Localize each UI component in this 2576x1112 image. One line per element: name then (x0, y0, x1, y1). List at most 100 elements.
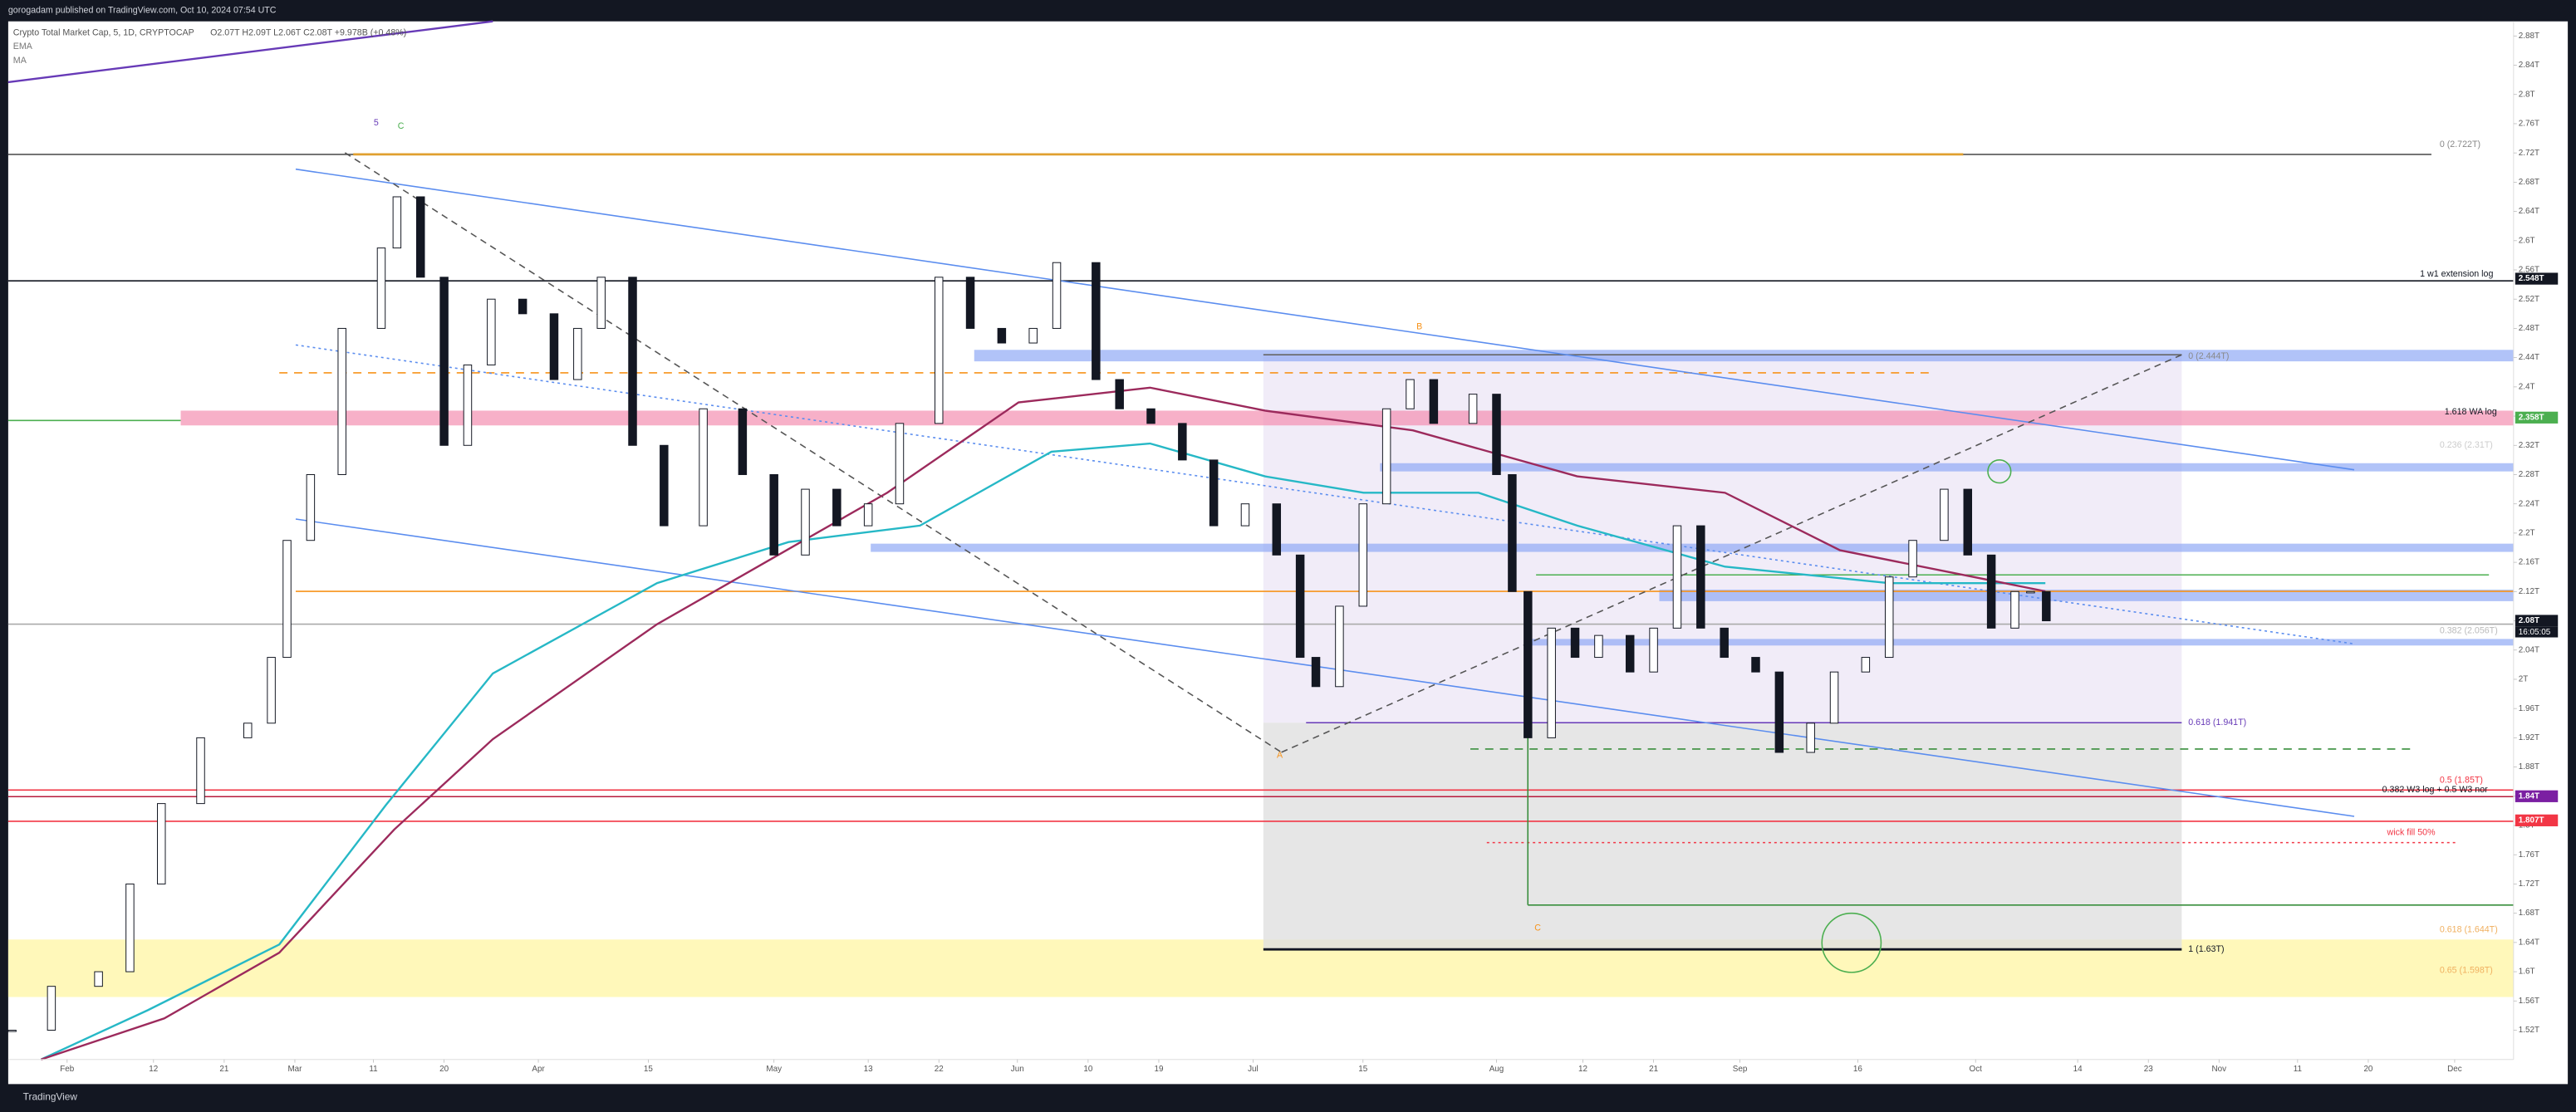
wave-label: 5 (374, 118, 379, 128)
candle (1547, 627, 1556, 738)
x-tick-label: Dec (2447, 1065, 2462, 1074)
price-label: 1.84T (2519, 791, 2539, 801)
y-tick-label: 2.2T (2519, 529, 2535, 538)
candle (1774, 671, 1784, 753)
candle (1178, 423, 1187, 461)
candle (1240, 503, 1250, 527)
y-tick-label: 2.52T (2519, 295, 2539, 304)
y-tick-label: 1.56T (2519, 997, 2539, 1006)
y-tick-label: 2.68T (2519, 178, 2539, 187)
y-tick-label: 2.04T (2519, 645, 2539, 654)
candle (628, 277, 637, 446)
candle (125, 883, 135, 972)
trend-line (295, 168, 2355, 471)
candle (1295, 554, 1305, 659)
x-tick-label: Mar (287, 1065, 302, 1074)
y-tick-label: 2.64T (2519, 207, 2539, 216)
candle (738, 408, 748, 475)
candle (769, 473, 778, 556)
candle (1209, 459, 1219, 527)
countdown-box (2515, 626, 2559, 638)
price-label-box (2515, 615, 2559, 627)
candle (337, 327, 346, 475)
y-tick-label: 1.64T (2519, 938, 2539, 947)
x-tick-label: 23 (2144, 1065, 2153, 1074)
candle (392, 196, 402, 249)
candle (965, 277, 975, 329)
annotation: 0.5 (1.85T) (2440, 775, 2483, 785)
candle (1052, 262, 1062, 329)
candle (243, 723, 253, 738)
y-tick-label: 1.96T (2519, 704, 2539, 713)
candle (1751, 657, 1760, 673)
candle (1115, 379, 1124, 409)
candle (895, 423, 905, 505)
candle (306, 473, 316, 541)
x-tick-label: Jun (1011, 1065, 1024, 1074)
candle (660, 444, 669, 527)
ma-line (41, 386, 2046, 1061)
trend-line (295, 518, 2355, 817)
candle (1335, 605, 1344, 688)
x-tick-label: 16 (1853, 1065, 1862, 1074)
candle (196, 737, 205, 805)
x-tick-label: Nov (2212, 1065, 2227, 1074)
x-tick-label: 20 (439, 1065, 449, 1074)
candle (439, 277, 449, 446)
candle (1272, 503, 1282, 556)
candle (2010, 590, 2019, 629)
candle (2026, 590, 2035, 594)
y-tick-label: 1.92T (2519, 733, 2539, 742)
candle (157, 803, 166, 884)
x-tick-label: 21 (219, 1065, 228, 1074)
candle (1468, 394, 1478, 424)
candle (267, 657, 276, 724)
y-tick-label: 2.4T (2519, 382, 2535, 391)
candle (1884, 576, 1894, 659)
candle (1963, 488, 1973, 556)
candle (573, 327, 582, 380)
wave-label: B (1416, 321, 1422, 331)
trend-line (295, 344, 2355, 645)
candle (282, 540, 292, 659)
y-tick-label: 2.16T (2519, 558, 2539, 567)
annotation: 0.618 (1.941T) (2188, 718, 2246, 727)
wave-label: C (398, 121, 405, 131)
zone (974, 350, 2514, 362)
y-tick-label: 2.6T (2519, 236, 2535, 245)
legend-symbol: Crypto Total Market Cap, 5, 1D, CRYPTOCA… (13, 27, 194, 37)
candle (376, 247, 386, 329)
y-tick-label: 2.12T (2519, 587, 2539, 596)
zone (1528, 639, 2514, 646)
candle (47, 986, 56, 1031)
candle (1524, 590, 1533, 738)
y-tick-label: 2.32T (2519, 441, 2539, 450)
candles (7, 196, 2051, 1032)
candle (1696, 525, 1705, 629)
price-label-box (2515, 411, 2559, 424)
candle (1429, 379, 1439, 424)
candle (1492, 394, 1501, 475)
zone (1659, 590, 2514, 601)
y-tick-label: 2.28T (2519, 470, 2539, 479)
y-tick-label: 2.84T (2519, 61, 2539, 70)
x-tick-label: 15 (1358, 1065, 1367, 1074)
dashed-line (344, 152, 1283, 753)
candle (1146, 408, 1156, 424)
y-tick-label: 1.72T (2519, 879, 2539, 889)
candle (1649, 627, 1658, 673)
x-tick-label: Sep (1733, 1065, 1748, 1074)
y-tick-label: 1.68T (2519, 909, 2539, 918)
candle (1092, 262, 1101, 380)
publisher: gorogadam published on TradingView.com, … (8, 6, 277, 16)
annotation: 0 (2.722T) (2440, 140, 2480, 149)
price-label-box (2515, 272, 2559, 285)
annotation: 0.65 (1.598T) (2440, 966, 2493, 976)
price-label: 2.08T (2519, 616, 2539, 625)
zone (180, 410, 2514, 426)
zone (1380, 463, 2514, 472)
candle (1406, 379, 1415, 409)
axes: 2.88T 2.84T 2.8T 2.76T 2.72T 2.68T 2.64T 2.6T 2.… (60, 32, 2559, 1074)
candle (463, 364, 473, 446)
candle (596, 277, 606, 329)
